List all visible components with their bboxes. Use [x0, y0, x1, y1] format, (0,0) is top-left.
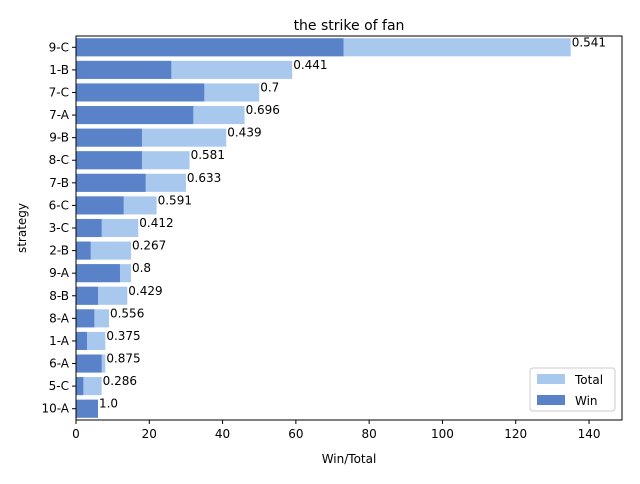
- bar-win-2-B: [76, 241, 91, 260]
- bar-win-10-A: [76, 399, 98, 418]
- bar-win-6-C: [76, 196, 124, 215]
- data-label-7-A: 0.696: [246, 103, 280, 117]
- data-label-8-C: 0.581: [191, 148, 225, 162]
- x-tick-label: 40: [215, 427, 230, 441]
- y-tick-label: 9-C: [49, 40, 69, 54]
- data-label-10-A: 1.0: [99, 397, 118, 411]
- y-axis-ticks: 9-C 1-B 7-C 7-A 9-B 8-C 7-B 6-C 3-C 2-B 9-A 8-B 8-A 1…: [41, 40, 76, 416]
- bar-win-3-C: [76, 218, 102, 238]
- data-label-9-A: 0.8: [132, 261, 151, 275]
- bar-win-9-A: [76, 264, 120, 283]
- bar-win-7-B: [76, 173, 146, 192]
- x-tick-label: 140: [578, 427, 601, 441]
- x-axis-ticks: 0 20 40 60 80 100 120 140: [72, 420, 600, 441]
- data-label-1-B: 0.441: [293, 58, 327, 72]
- legend-swatch-win: [537, 395, 565, 405]
- data-label-6-C: 0.591: [158, 193, 192, 207]
- data-label-5-C: 0.286: [103, 374, 137, 388]
- y-tick-label: 8-B: [49, 289, 69, 303]
- data-label-8-A: 0.556: [110, 306, 144, 320]
- x-tick-label: 100: [431, 427, 454, 441]
- y-tick-label: 7-C: [49, 85, 69, 99]
- plot-frame: [75, 35, 623, 421]
- bar-win-9-C: [76, 38, 344, 57]
- y-tick-label: 6-A: [49, 357, 70, 371]
- x-tick-label: 80: [362, 427, 377, 441]
- y-tick-label: 1-B: [49, 63, 69, 77]
- series-win-bars: [76, 38, 344, 418]
- bar-win-8-B: [76, 286, 98, 305]
- y-tick-label: 8-A: [49, 311, 70, 325]
- bar-win-6-A: [76, 354, 102, 373]
- y-tick-label: 7-A: [49, 108, 70, 122]
- y-tick-label: 9-A: [49, 266, 70, 280]
- data-label-7-C: 0.7: [260, 80, 279, 94]
- legend-label-win: Win: [575, 394, 598, 408]
- y-tick-label: 1-A: [49, 334, 70, 348]
- data-label-7-B: 0.633: [187, 171, 221, 185]
- data-label-3-C: 0.412: [139, 216, 173, 230]
- x-axis-label: Win/Total: [322, 452, 377, 466]
- bar-win-8-C: [76, 151, 142, 170]
- chart-title: the strike of fan: [294, 18, 405, 34]
- data-label-2-B: 0.267: [132, 239, 166, 253]
- x-tick-label: 0: [72, 427, 80, 441]
- bar-win-5-C: [76, 377, 84, 396]
- y-tick-label: 7-B: [49, 176, 69, 190]
- legend-swatch-total: [537, 374, 565, 384]
- y-tick-label: 9-B: [49, 131, 69, 145]
- legend-label-total: Total: [574, 373, 603, 387]
- bar-win-9-B: [76, 128, 142, 147]
- bar-win-7-A: [76, 106, 194, 125]
- y-tick-label: 6-C: [49, 198, 69, 212]
- y-tick-label: 8-C: [49, 153, 69, 167]
- data-label-6-A: 0.875: [106, 352, 140, 366]
- y-tick-label: 2-B: [49, 244, 69, 258]
- x-tick-label: 120: [504, 427, 527, 441]
- x-tick-label: 60: [288, 427, 303, 441]
- bar-win-1-A: [76, 331, 87, 350]
- bar-win-1-B: [76, 60, 172, 79]
- y-tick-label: 3-C: [49, 221, 69, 235]
- y-tick-label: 5-C: [49, 379, 69, 393]
- bar-win-7-C: [76, 83, 205, 102]
- data-label-9-C: 0.541: [572, 35, 606, 49]
- y-axis-label: strategy: [15, 203, 29, 253]
- legend: Total Win: [529, 367, 616, 412]
- bar-win-8-A: [76, 309, 95, 328]
- data-label-8-B: 0.429: [128, 284, 162, 298]
- y-tick-label: 10-A: [41, 402, 69, 416]
- x-tick-label: 20: [142, 427, 157, 441]
- data-label-1-A: 0.375: [106, 329, 140, 343]
- data-label-9-B: 0.439: [227, 126, 261, 140]
